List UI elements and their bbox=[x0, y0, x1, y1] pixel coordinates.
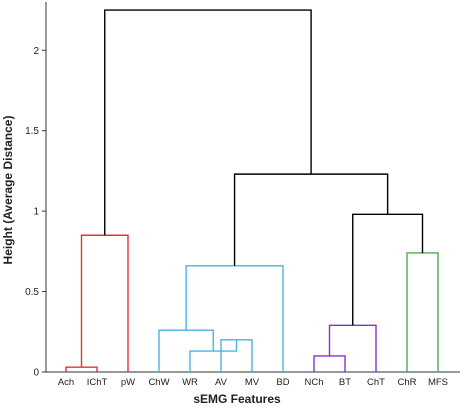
leaf-label: ChR bbox=[397, 377, 416, 388]
leaf-label: IChT bbox=[87, 377, 108, 388]
dendrogram-link bbox=[189, 339, 238, 372]
dendrogram-link bbox=[220, 339, 253, 372]
dendrogram-link bbox=[65, 366, 98, 372]
y-axis-title: Height (Average Distance) bbox=[1, 116, 15, 265]
leaf-label: WR bbox=[182, 377, 198, 388]
dendrogram-link bbox=[328, 324, 377, 372]
dendrogram-link bbox=[80, 234, 129, 372]
leaf-label: BD bbox=[276, 377, 289, 388]
y-tick-label: 0.5 bbox=[25, 287, 39, 298]
x-axis-title: sEMG Features bbox=[193, 392, 281, 406]
leaf-label: AV bbox=[215, 377, 228, 388]
leaf-label: NCh bbox=[304, 377, 323, 388]
leaf-label: ChW bbox=[148, 377, 169, 388]
leaf-label: Ach bbox=[58, 377, 74, 388]
y-tick-label: 1 bbox=[33, 207, 39, 218]
dendrogram-links bbox=[65, 9, 439, 372]
leaf-label: pW bbox=[121, 377, 135, 388]
y-tick-label: 0 bbox=[33, 368, 39, 379]
dendrogram-link bbox=[185, 265, 284, 372]
leaf-label: MV bbox=[245, 377, 260, 388]
leaf-label: BT bbox=[339, 377, 351, 388]
dendrogram-link bbox=[406, 252, 439, 372]
leaf-labels: Ach IChT pW ChW WR AV MV BD NCh BT ChT ChR MFS bbox=[58, 377, 448, 388]
dendrogram-link bbox=[158, 329, 214, 372]
y-axis-ticks: 0 0.5 1 1.5 2 bbox=[25, 46, 46, 379]
dendrogram-link bbox=[104, 9, 312, 236]
dendrogram-link bbox=[313, 355, 346, 372]
leaf-label: MFS bbox=[428, 377, 448, 388]
y-tick-label: 2 bbox=[33, 46, 39, 57]
dendrogram-link bbox=[352, 213, 424, 326]
dendrogram-link bbox=[233, 173, 389, 266]
y-tick-label: 1.5 bbox=[25, 126, 39, 137]
leaf-label: ChT bbox=[367, 377, 385, 388]
